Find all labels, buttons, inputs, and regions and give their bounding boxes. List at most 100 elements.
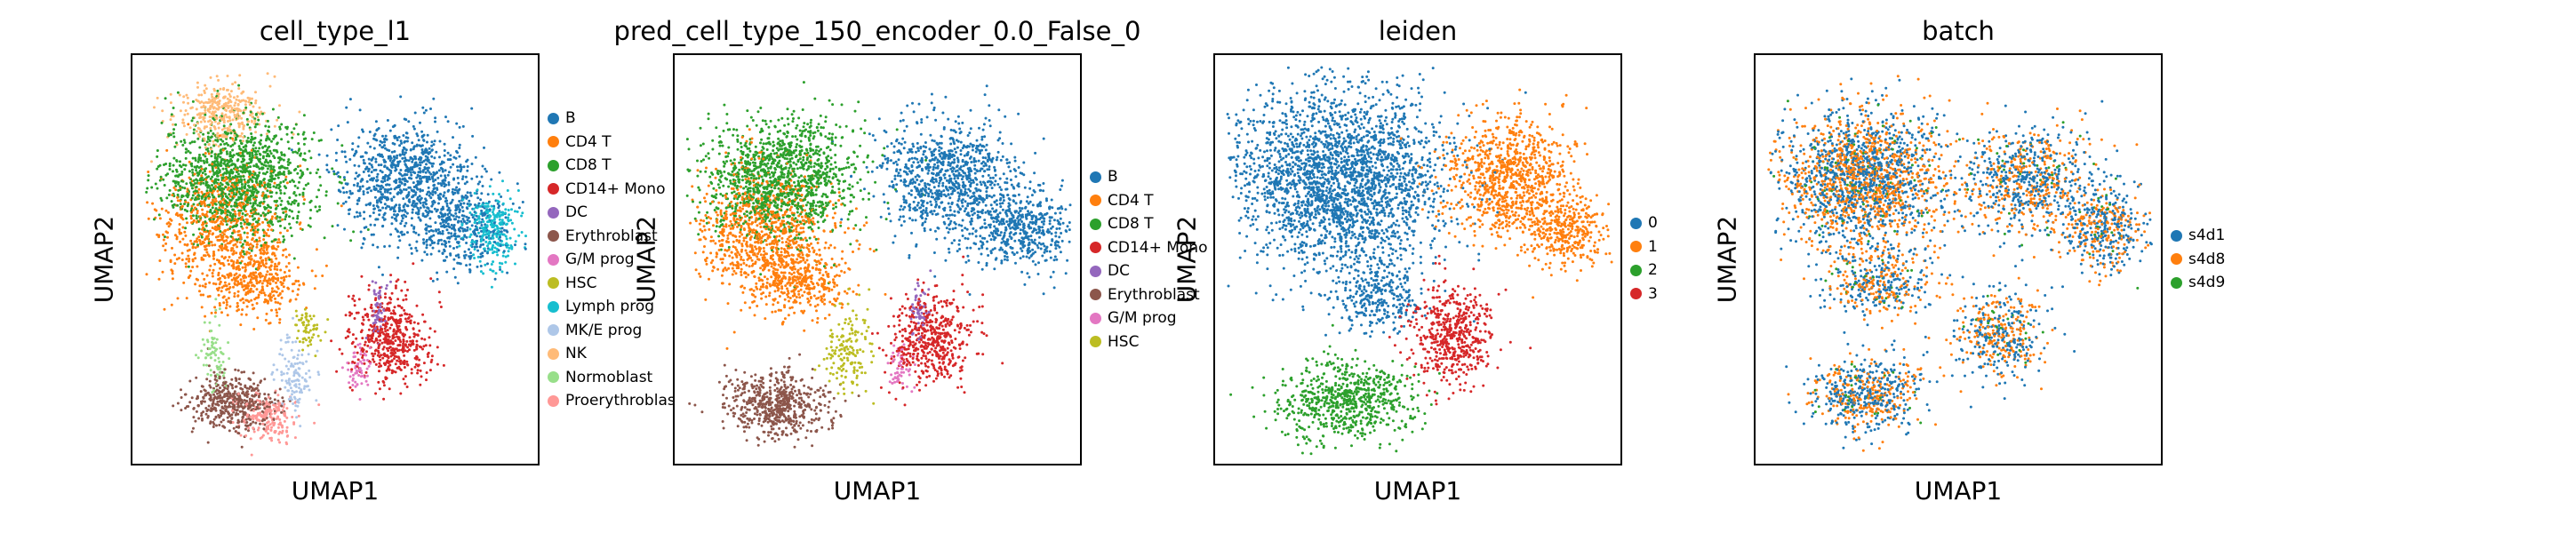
scatter-point (250, 298, 253, 302)
scatter-point (454, 204, 458, 207)
scatter-point (259, 204, 261, 208)
scatter-point (360, 382, 364, 386)
scatter-point (298, 283, 301, 287)
scatter-point (395, 322, 398, 325)
scatter-point (426, 133, 429, 137)
scatter-point (219, 386, 221, 390)
scatter-point (264, 318, 268, 322)
scatter-point (199, 120, 203, 123)
scatter-point (203, 321, 206, 324)
scatter-point (374, 298, 377, 302)
scatter-point (268, 322, 271, 325)
scatter-point (179, 203, 182, 206)
scatter-point (258, 167, 261, 171)
scatter-point (203, 254, 205, 258)
scatter-point (234, 136, 237, 139)
scatter-point (237, 426, 240, 429)
scatter-point (249, 228, 252, 232)
scatter-point (520, 214, 524, 218)
scatter-point (390, 359, 394, 362)
scatter-point (236, 301, 239, 305)
scatter-point (299, 176, 302, 179)
scatter-point (222, 219, 226, 222)
scatter-point (248, 151, 252, 155)
scatter-point (486, 244, 489, 248)
scatter-point (229, 204, 233, 208)
scatter-point (292, 257, 296, 260)
scatter-point (153, 106, 156, 109)
scatter-point (218, 286, 221, 290)
scatter-point (188, 401, 192, 404)
scatter-point (191, 116, 195, 120)
scatter-point (231, 215, 235, 219)
scatter-point (252, 208, 255, 211)
scatter-point (285, 333, 289, 337)
scatter-point (209, 356, 212, 360)
scatter-point (398, 314, 402, 317)
scatter-point (330, 128, 333, 131)
scatter-point (190, 221, 194, 225)
scatter-point (456, 282, 460, 285)
scatter-point (367, 174, 371, 178)
scatter-point (216, 89, 220, 92)
scatter-point (279, 338, 283, 342)
scatter-point (348, 381, 351, 385)
panel-cell-type-l1: cell_type_l1 UMAP2 UMAP1 B CD4 T CD8 T CD14… (0, 0, 682, 533)
scatter-point (445, 270, 449, 274)
scatter-point (262, 196, 266, 200)
scatter-point (195, 354, 197, 357)
scatter-point (157, 213, 161, 217)
scatter-point (362, 171, 365, 173)
scatter-point (261, 228, 265, 232)
scatter-point (305, 314, 308, 318)
scatter-point (401, 153, 404, 155)
scatter-point (392, 370, 396, 373)
scatter-point (368, 131, 372, 133)
scatter-point (307, 182, 310, 186)
scatter-point (274, 262, 277, 266)
scatter-point (237, 125, 241, 129)
scatter-point (419, 369, 422, 372)
scatter-point (277, 238, 281, 242)
scatter-point (169, 218, 172, 221)
scatter-point (452, 136, 454, 139)
scatter-point (281, 282, 284, 285)
scatter-point (236, 369, 240, 372)
scatter-point (510, 221, 514, 225)
scatter-point (348, 314, 352, 317)
scatter-point (206, 441, 210, 444)
scatter-point (171, 246, 173, 250)
scatter-point (461, 124, 465, 128)
scatter-point (487, 230, 491, 234)
scatter-point (244, 418, 248, 421)
scatter-point (260, 244, 263, 247)
scatter-point (241, 266, 244, 269)
scatter-point (277, 262, 280, 266)
scatter-point (240, 116, 244, 120)
scatter-point (399, 191, 403, 195)
scatter-point (325, 154, 329, 157)
scatter-point (280, 370, 284, 374)
scatter-point (442, 363, 445, 367)
scatter-point (298, 110, 301, 114)
scatter-point (216, 131, 220, 135)
scatter-point (503, 228, 506, 232)
scatter-point (219, 155, 222, 159)
scatter-point (499, 221, 502, 225)
scatter-point (474, 203, 476, 207)
scatter-point (493, 246, 497, 250)
scatter-point (249, 254, 252, 258)
scatter-point (276, 115, 280, 119)
scatter-point (169, 118, 172, 122)
scatter-point (235, 379, 238, 382)
scatter-point (193, 172, 196, 176)
scatter-point (231, 155, 235, 159)
scatter-point (244, 424, 247, 427)
scatter-point (199, 115, 203, 119)
scatter-point (166, 235, 169, 239)
scatter-point (250, 409, 253, 412)
scatter-point (239, 151, 243, 155)
scatter-point (431, 190, 435, 193)
scatter-point (479, 198, 483, 202)
scatter-point (260, 110, 263, 114)
